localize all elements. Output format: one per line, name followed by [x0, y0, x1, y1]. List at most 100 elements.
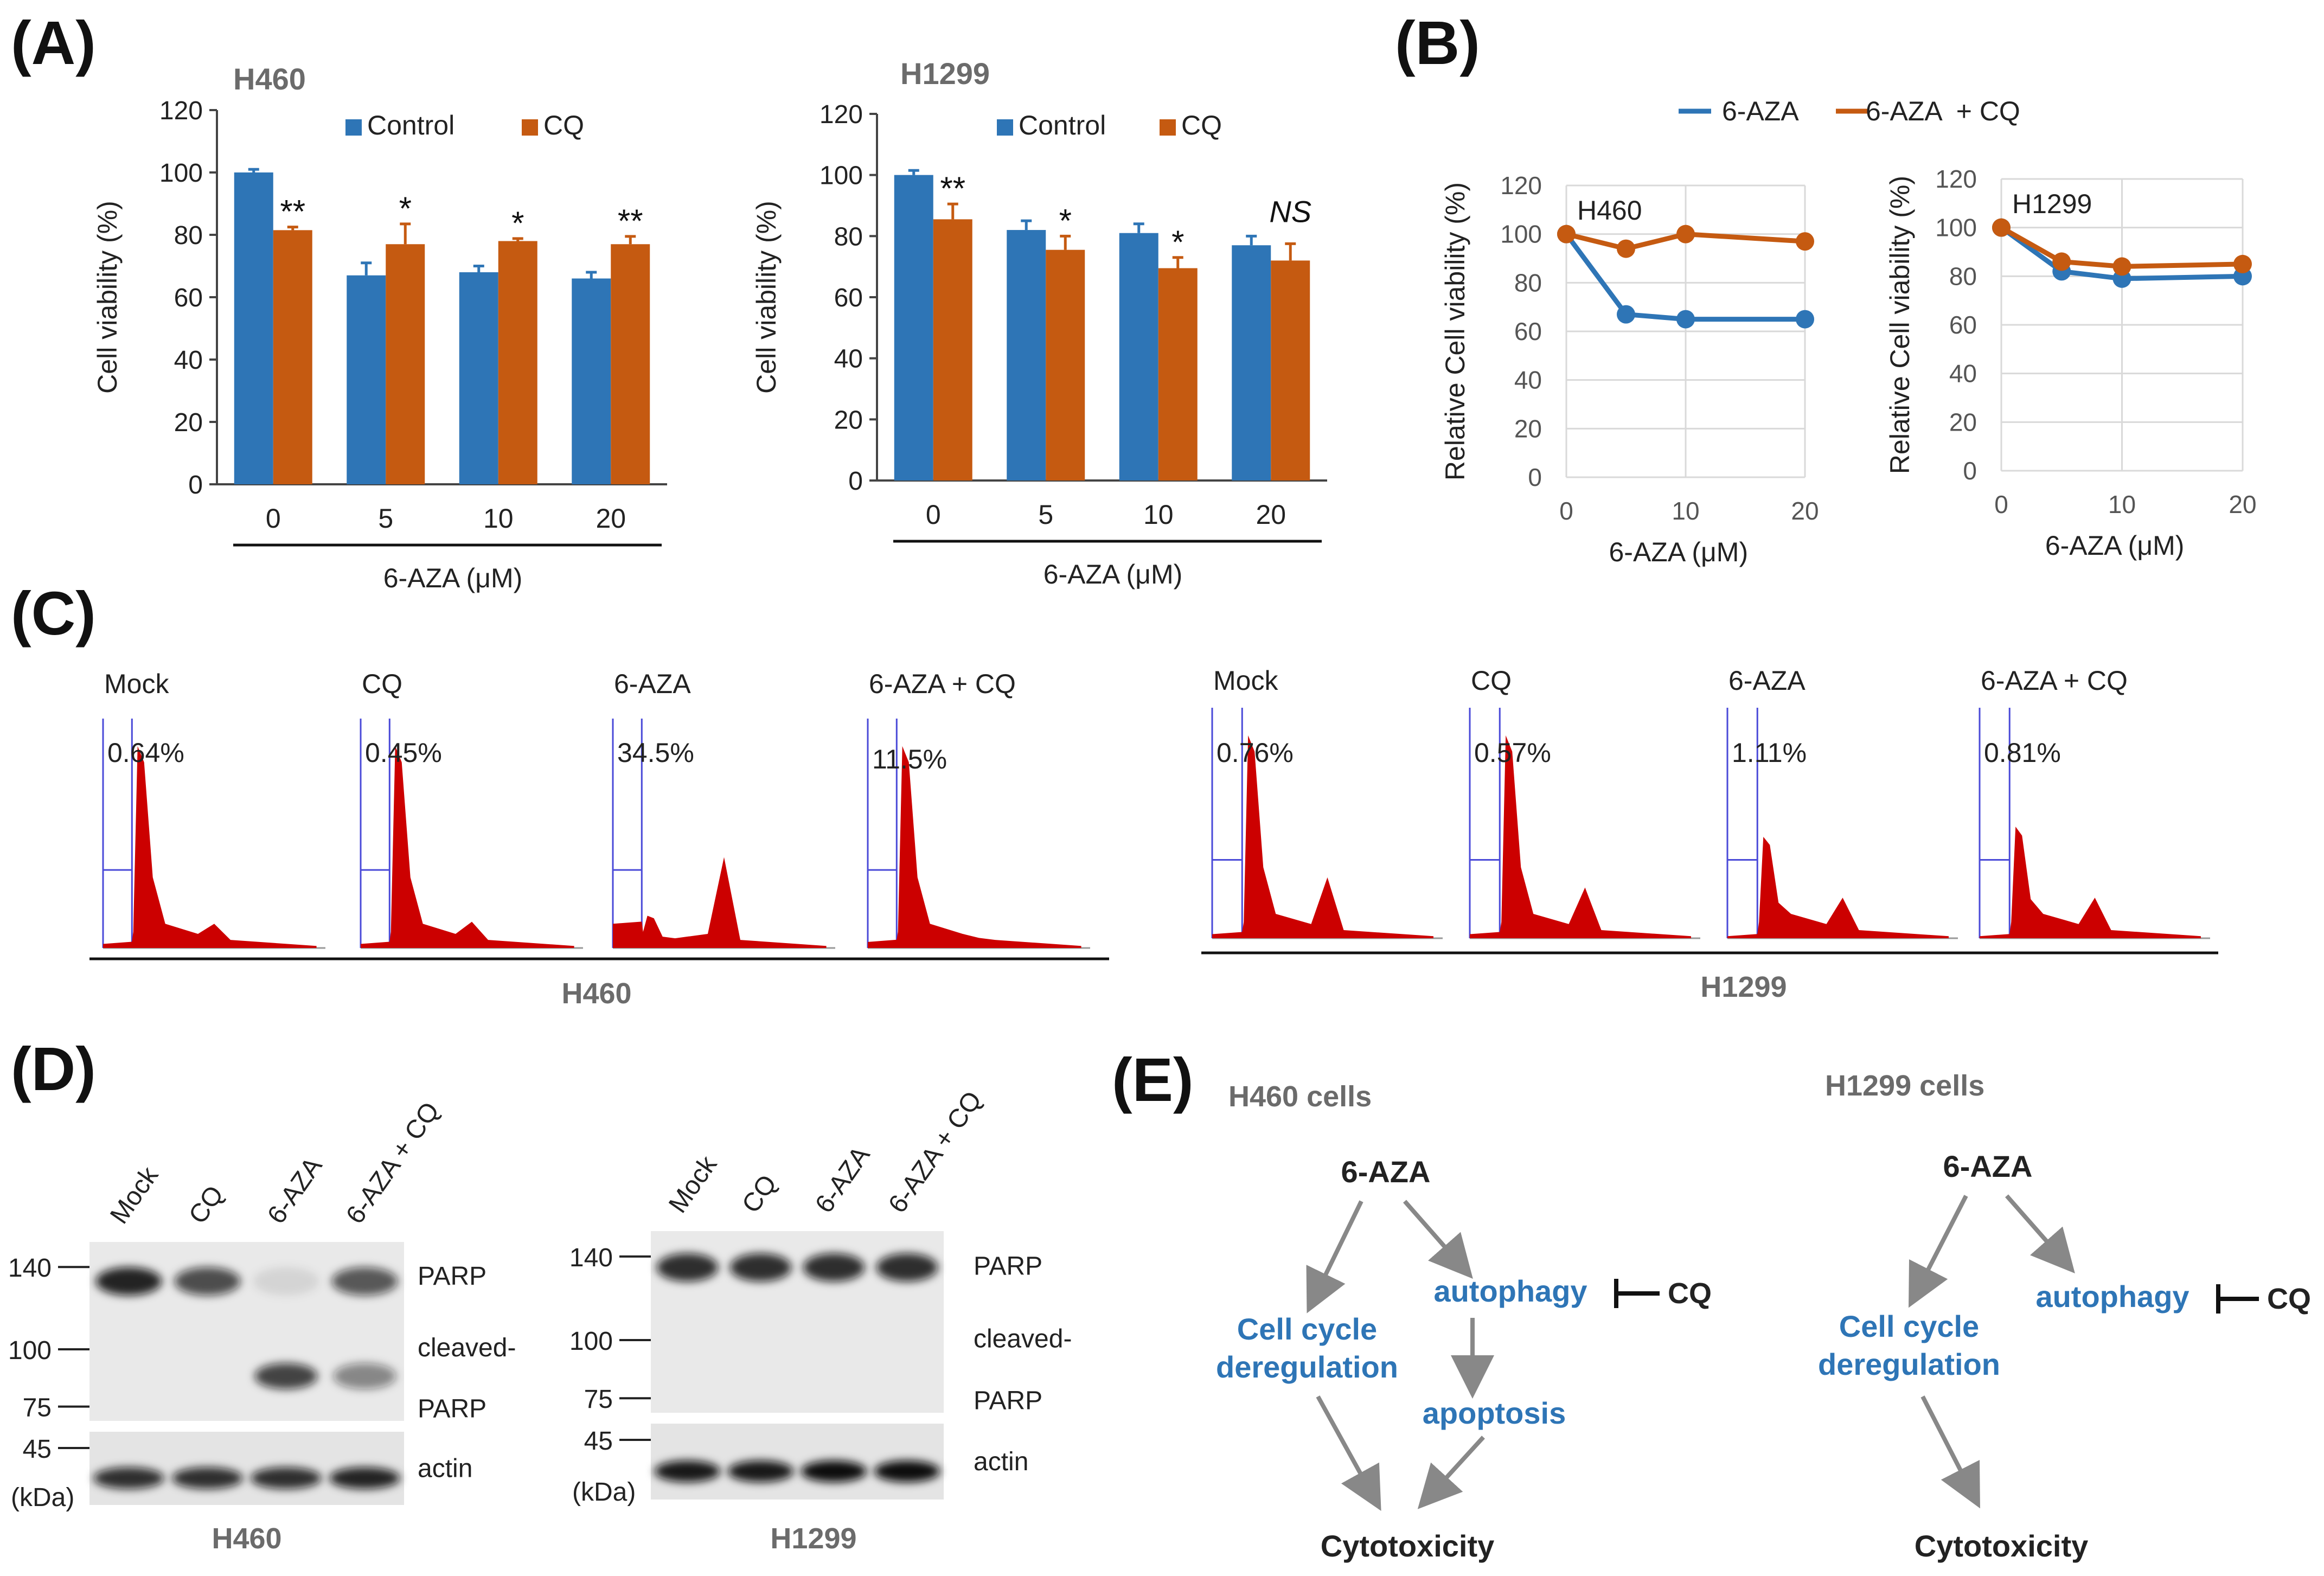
- x-tick-label: 5: [378, 503, 393, 534]
- sub-g1-percent: 0.81%: [1984, 738, 2061, 768]
- data-point: [2112, 257, 2131, 276]
- lane-label: Mock: [105, 1161, 164, 1229]
- legend-label-6aza: 6-AZA: [1722, 96, 1799, 126]
- y-tick-label: 80: [174, 221, 203, 250]
- arrow-drug-to-autophagy-h460: [1403, 1200, 1473, 1279]
- significance-marker: NS: [1269, 194, 1311, 228]
- band-parp: [656, 1253, 719, 1282]
- x-tick-label: 10: [1143, 499, 1174, 530]
- cell-line-label: H1299: [770, 1522, 856, 1555]
- arrow-apoptosis-to-outcome-h460: [1417, 1436, 1485, 1509]
- arrow-drug-to-cellcycle-h1299: [1909, 1195, 1968, 1308]
- y-tick-label: 120: [820, 100, 863, 129]
- mw-marker-label: 75: [584, 1385, 613, 1414]
- x-tick-label: 10: [1672, 497, 1699, 525]
- pathway-drug-h1299: 6-AZA: [1943, 1149, 2033, 1183]
- x-tick-label: 0: [266, 503, 281, 534]
- sub-g1-percent: 0.64%: [107, 738, 184, 768]
- y-tick-label: 60: [1514, 317, 1542, 345]
- histogram-peaks: [103, 746, 317, 948]
- bar-control: [894, 175, 933, 481]
- bar-cq: [1271, 260, 1310, 481]
- band-parp: [95, 1267, 162, 1296]
- histogram-title: Mock: [104, 669, 169, 699]
- y-tick-label: 60: [174, 284, 203, 312]
- lane-label: CQ: [737, 1170, 783, 1218]
- band-actin: [654, 1460, 721, 1482]
- x-tick-label: 20: [596, 503, 626, 534]
- chart-title: H1299: [2012, 189, 2092, 219]
- bar-cq: [1046, 249, 1085, 481]
- sub-g1-percent: 34.5%: [617, 738, 694, 768]
- y-tick-label: 100: [820, 162, 863, 190]
- significance-marker: *: [511, 205, 524, 241]
- y-tick-label: 40: [174, 346, 203, 375]
- data-point: [1617, 239, 1635, 258]
- y-tick-label: 20: [834, 406, 863, 434]
- y-tick-label: 40: [1514, 366, 1542, 394]
- pathway-autophagy-h460: autophagy: [1433, 1274, 1587, 1308]
- pathway-autophagy-h1299: autophagy: [2035, 1279, 2189, 1314]
- histogram-peaks: [613, 857, 827, 948]
- bar-cq: [611, 244, 650, 484]
- mw-unit-label: (kDa): [11, 1483, 74, 1512]
- bar-control: [347, 275, 386, 484]
- y-axis-label: Relative Cell viability (%): [1440, 182, 1470, 481]
- panel-label-e: (E): [1112, 1046, 1194, 1114]
- lane-label: 6-AZA: [810, 1141, 875, 1218]
- y-tick-label: 100: [1500, 220, 1542, 248]
- y-tick-label: 0: [1528, 463, 1542, 491]
- histogram-peaks: [1980, 827, 2201, 938]
- legend-swatch: [522, 119, 538, 136]
- blot-row-label: PARP: [974, 1386, 1042, 1415]
- data-point: [1992, 218, 2011, 237]
- pathway-outcome-h460: Cytotoxicity: [1321, 1529, 1495, 1563]
- sub-g1-percent: 0.57%: [1474, 738, 1551, 768]
- lane-label: 6-AZA + CQ: [341, 1097, 445, 1229]
- x-tick-label: 0: [1994, 490, 2008, 518]
- x-axis-label: 6-AZA (μM): [1043, 559, 1183, 590]
- lane-label: 6-AZA + CQ: [883, 1086, 988, 1218]
- x-axis-label: 6-AZA (μM): [2045, 530, 2185, 561]
- data-point: [1796, 232, 1814, 251]
- histogram-title: 6-AZA + CQ: [869, 669, 1016, 699]
- significance-marker: **: [280, 194, 305, 230]
- x-axis-label: 6-AZA (μM): [1609, 537, 1749, 567]
- legend-label: CQ: [543, 110, 584, 140]
- significance-marker: **: [618, 203, 643, 239]
- y-tick-label: 60: [1949, 311, 1977, 339]
- pathway-cellcycle-line2-h1299: deregulation: [1818, 1347, 2000, 1381]
- mw-unit-label: (kDa): [572, 1478, 636, 1507]
- y-tick-label: 120: [159, 97, 203, 125]
- series-line-6aza-cq: [2000, 225, 2243, 269]
- y-tick-label: 60: [834, 284, 863, 312]
- legend-label-6aza-cq: 6-AZA + CQ: [1866, 96, 2020, 126]
- mw-marker-label: 140: [569, 1244, 613, 1272]
- y-axis-label: Cell viability (%): [751, 201, 782, 394]
- histogram-peaks: [361, 746, 574, 948]
- histogram-title: 6-AZA + CQ: [1981, 665, 2128, 696]
- data-point: [2233, 254, 2252, 273]
- flow-cytometry-panel: Mock 0.64% CQ 0.45% 6-AZA 34.5% 6-AZA + CQ 11.5…: [89, 665, 2218, 1010]
- pathway-cellcycle-line1-h1299: Cell cycle: [1839, 1309, 1979, 1343]
- sub-g1-percent: 0.45%: [365, 738, 442, 768]
- blot-row-label: actin: [418, 1455, 472, 1483]
- data-point: [1557, 225, 1576, 244]
- chart-title: H460: [233, 62, 306, 96]
- blot-row-label: actin: [974, 1447, 1028, 1476]
- y-tick-label: 20: [174, 408, 203, 437]
- series-line-6aza-cq: [1565, 232, 1806, 252]
- band-actin: [801, 1460, 867, 1482]
- y-tick-label: 120: [1500, 171, 1542, 200]
- y-tick-label: 120: [1935, 165, 1977, 193]
- bar-control: [234, 172, 273, 484]
- x-tick-label: 10: [2108, 490, 2136, 518]
- band-actin: [172, 1467, 243, 1489]
- bar-cq: [933, 219, 972, 481]
- bar-control: [1119, 233, 1158, 481]
- pathway-diagram-panel: H460 cells 6-AZA Cell cycle deregulation…: [1216, 1069, 2311, 1563]
- cell-line-label: H460: [212, 1522, 281, 1555]
